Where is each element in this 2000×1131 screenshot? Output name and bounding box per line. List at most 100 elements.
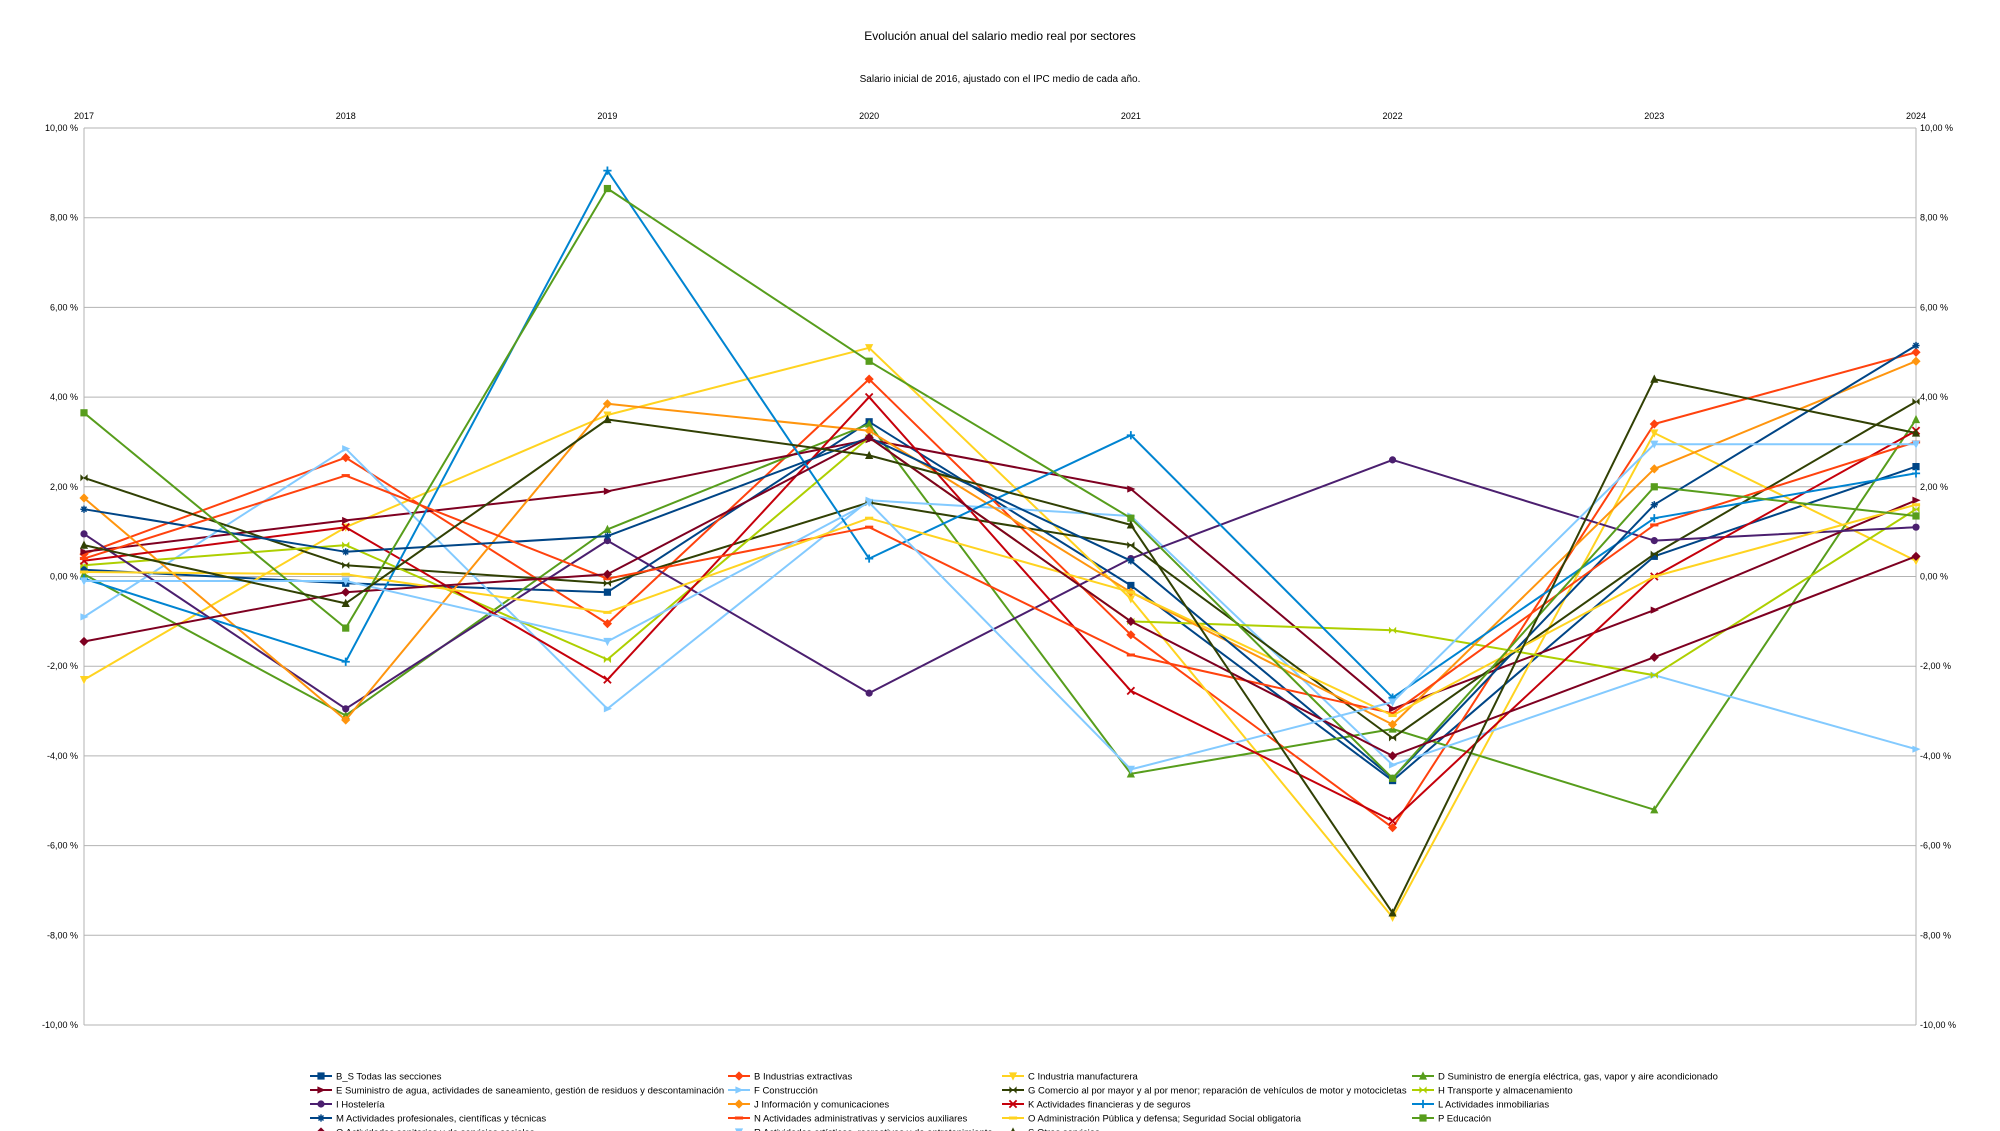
data-point	[1388, 908, 1397, 917]
data-point	[602, 399, 613, 409]
legend-label: B Industrias extractivas	[754, 1072, 852, 1083]
data-point	[1650, 805, 1659, 814]
data-point	[1649, 419, 1659, 429]
data-point	[1649, 652, 1659, 662]
data-point	[865, 554, 874, 563]
legend-swatch-marker	[1419, 1114, 1427, 1122]
legend-swatch-marker	[317, 1100, 325, 1108]
x-tick-label: 2019	[597, 111, 617, 121]
legend-label: F Construcción	[754, 1086, 818, 1097]
data-point	[1126, 630, 1136, 640]
legend-label: B_S Todas las secciones	[336, 1072, 442, 1083]
data-point	[1650, 514, 1659, 523]
series-2	[79, 347, 1921, 833]
x-tick-label: 2022	[1383, 111, 1403, 121]
series-layer	[79, 166, 1921, 922]
data-point	[1650, 374, 1659, 383]
data-point	[1126, 431, 1135, 440]
data-point	[1388, 734, 1397, 742]
x-tick-label: 2023	[1644, 111, 1664, 121]
legend-item: R Actividades artísticas, recreativas y …	[734, 1128, 993, 1131]
data-point	[80, 474, 88, 482]
data-point	[79, 636, 89, 647]
data-point	[342, 541, 350, 549]
legend-label: R Actividades artísticas, recreativas y …	[754, 1128, 993, 1131]
data-point	[79, 493, 89, 503]
data-point	[864, 432, 874, 443]
legend-item: C Industria manufacturera	[1002, 1072, 1139, 1083]
legend-label: I Hostelería	[336, 1100, 385, 1111]
data-point	[1388, 816, 1397, 826]
data-point	[1650, 429, 1659, 438]
data-point	[79, 540, 89, 549]
series-line	[83, 420, 1917, 782]
data-point	[1911, 428, 1921, 437]
legend-swatch-marker	[1009, 1086, 1017, 1094]
series-line	[83, 438, 1917, 710]
data-point	[603, 414, 612, 424]
legend-swatch-marker	[734, 1071, 744, 1081]
data-point	[1127, 514, 1135, 522]
legend-label: O Administración Pública y defensa; Segu…	[1028, 1114, 1302, 1125]
legend-swatch-marker	[317, 1127, 325, 1131]
legend-swatch-marker	[734, 1128, 744, 1131]
x-tick-label: 2017	[74, 111, 94, 121]
data-point	[1912, 745, 1921, 753]
legend-item: N Actividades administrativas y servicio…	[728, 1114, 968, 1125]
y-tick-label-right: 2,00 %	[1920, 482, 1948, 492]
legend-swatch-marker	[1008, 1116, 1018, 1120]
data-point	[602, 569, 613, 579]
data-point	[1650, 552, 1658, 560]
series-line	[83, 400, 1917, 739]
x-tick-label: 2018	[336, 111, 356, 121]
data-point	[865, 344, 874, 353]
data-point	[79, 577, 89, 586]
data-point	[79, 570, 89, 574]
data-point	[1650, 523, 1659, 527]
series-line	[83, 418, 1917, 811]
data-point	[1388, 626, 1397, 634]
data-point	[603, 184, 612, 193]
series-5	[80, 436, 1921, 713]
series-9	[80, 456, 1920, 713]
legend-swatch-marker	[1419, 1086, 1427, 1094]
legend-swatch-marker	[1008, 1099, 1018, 1109]
legend-label: K Actividades financieras y de seguros	[1028, 1100, 1191, 1111]
data-point	[1912, 341, 1920, 350]
data-point	[341, 598, 350, 608]
data-point	[341, 572, 350, 576]
y-tick-label-right: -8,00 %	[1920, 930, 1951, 940]
series-11	[79, 392, 1921, 826]
y-tick-label-right: -2,00 %	[1920, 661, 1951, 671]
legend-swatch-marker	[317, 1086, 326, 1094]
data-point	[79, 557, 89, 561]
legend-item: F Construcción	[728, 1086, 818, 1097]
y-tick-label-left: 6,00 %	[50, 302, 78, 312]
legend-swatch-marker	[1418, 1099, 1428, 1109]
series-line	[83, 346, 1917, 919]
data-point	[602, 618, 613, 629]
data-point	[1126, 590, 1135, 594]
y-tick-label-left: -6,00 %	[47, 841, 78, 851]
data-point	[603, 487, 613, 495]
series-7	[80, 397, 1920, 742]
series-15	[79, 503, 1921, 718]
data-point	[1127, 541, 1135, 549]
data-point	[1650, 537, 1658, 545]
legend-label: C Industria manufacturera	[1028, 1072, 1139, 1083]
data-point	[1911, 414, 1921, 424]
series-line	[83, 436, 1917, 757]
data-point	[865, 498, 874, 508]
data-point	[1912, 512, 1920, 520]
data-point	[342, 548, 350, 556]
data-point	[80, 530, 88, 538]
data-point	[1388, 705, 1398, 713]
x-tick-label: 2020	[859, 111, 879, 121]
data-point	[603, 705, 613, 713]
legend-label: H Transporte y almacenamiento	[1438, 1086, 1573, 1097]
data-point	[1126, 653, 1135, 657]
data-point	[342, 705, 350, 713]
data-point	[603, 532, 612, 540]
series-line	[83, 187, 1917, 780]
legend-item: Q Actividades sanitarias y de servicios …	[317, 1127, 535, 1131]
